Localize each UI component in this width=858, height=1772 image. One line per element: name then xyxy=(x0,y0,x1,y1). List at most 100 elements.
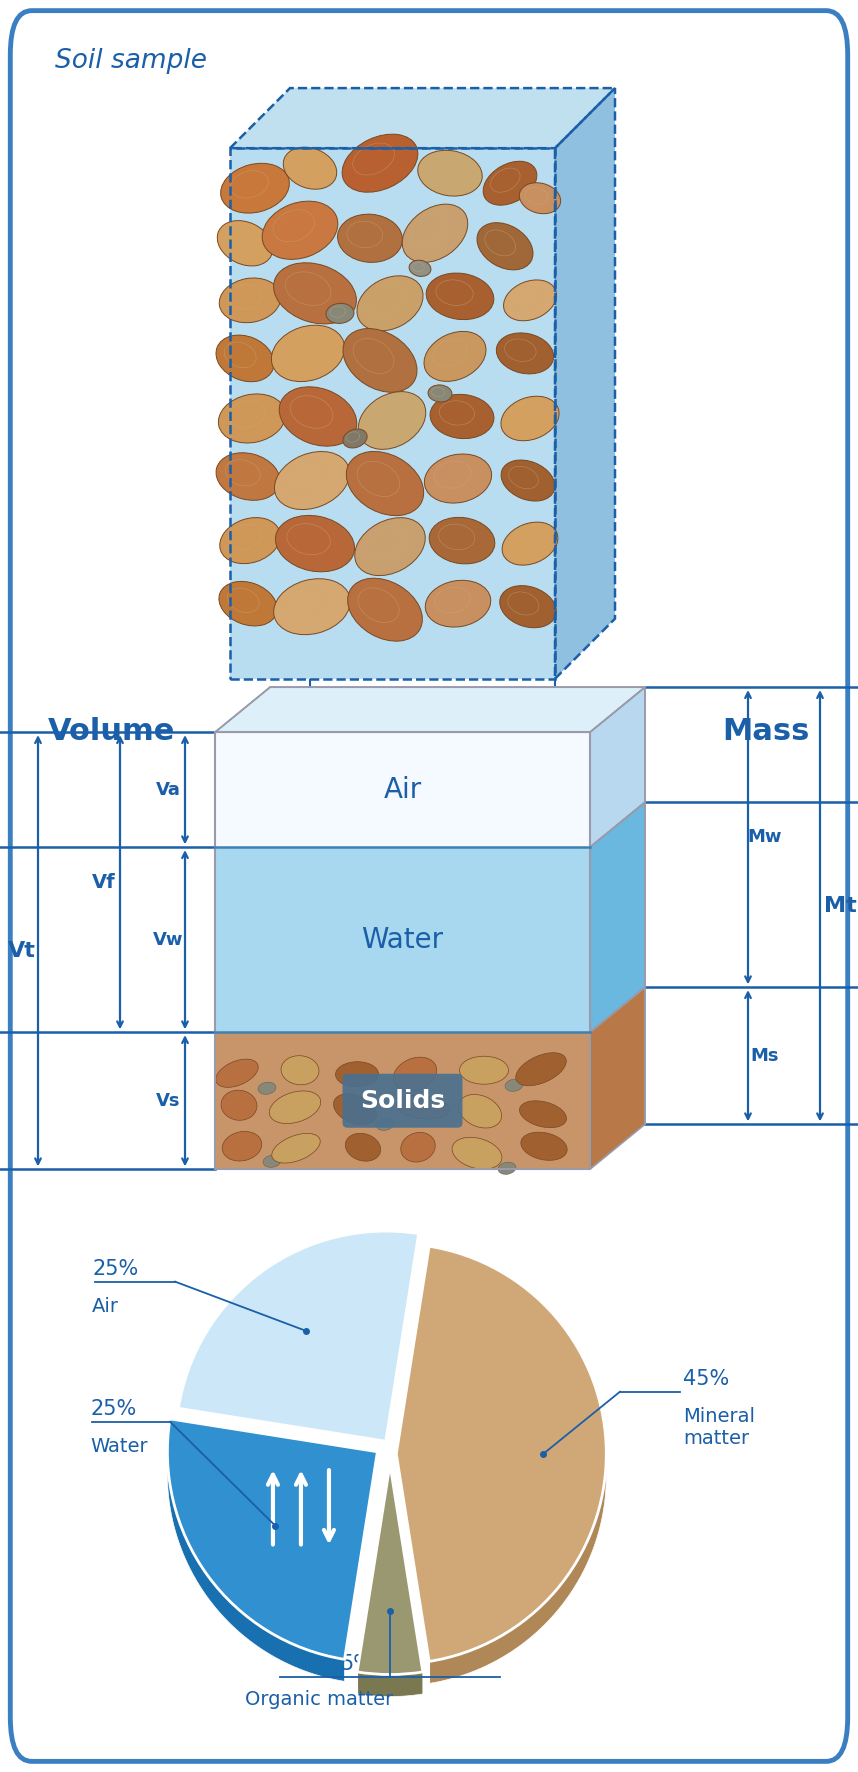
Polygon shape xyxy=(357,1673,423,1696)
Polygon shape xyxy=(429,1457,607,1683)
Ellipse shape xyxy=(274,262,356,324)
Ellipse shape xyxy=(501,397,559,441)
Text: Ms: Ms xyxy=(751,1047,779,1065)
Bar xyxy=(215,732,590,1170)
Ellipse shape xyxy=(347,452,424,516)
Bar xyxy=(215,732,590,847)
Ellipse shape xyxy=(263,202,338,259)
Ellipse shape xyxy=(502,523,558,565)
Text: 5%: 5% xyxy=(340,1653,373,1675)
Ellipse shape xyxy=(460,1056,509,1084)
Ellipse shape xyxy=(424,331,486,381)
Text: Air: Air xyxy=(92,1297,119,1315)
Ellipse shape xyxy=(274,579,350,634)
Ellipse shape xyxy=(216,335,274,381)
Ellipse shape xyxy=(326,303,354,324)
Ellipse shape xyxy=(269,1092,321,1123)
Ellipse shape xyxy=(458,1095,502,1129)
Ellipse shape xyxy=(477,223,533,269)
Ellipse shape xyxy=(359,392,426,450)
Ellipse shape xyxy=(483,161,537,206)
Text: Mt: Mt xyxy=(824,895,856,916)
Text: Air: Air xyxy=(384,776,421,804)
Ellipse shape xyxy=(452,1138,502,1170)
Ellipse shape xyxy=(519,183,560,214)
Text: Mineral
matter: Mineral matter xyxy=(683,1407,755,1448)
Ellipse shape xyxy=(345,1134,381,1161)
Ellipse shape xyxy=(221,1090,257,1120)
Ellipse shape xyxy=(215,1060,258,1088)
Ellipse shape xyxy=(409,260,431,276)
Ellipse shape xyxy=(519,1100,566,1127)
Ellipse shape xyxy=(281,1056,319,1084)
Ellipse shape xyxy=(275,516,354,572)
Ellipse shape xyxy=(376,1118,394,1131)
Text: Vf: Vf xyxy=(92,874,116,891)
Ellipse shape xyxy=(271,326,345,381)
Text: Water: Water xyxy=(361,925,444,953)
Ellipse shape xyxy=(418,151,482,197)
Ellipse shape xyxy=(337,214,402,262)
Wedge shape xyxy=(178,1232,419,1441)
Text: 45%: 45% xyxy=(683,1368,729,1389)
Ellipse shape xyxy=(354,517,426,576)
Ellipse shape xyxy=(272,1134,320,1162)
Ellipse shape xyxy=(347,578,422,641)
Ellipse shape xyxy=(357,276,423,331)
Polygon shape xyxy=(555,89,615,679)
Ellipse shape xyxy=(217,220,273,266)
Text: Mw: Mw xyxy=(748,828,782,847)
Ellipse shape xyxy=(396,1095,450,1118)
Ellipse shape xyxy=(283,147,336,190)
Bar xyxy=(230,149,555,679)
Text: Organic matter: Organic matter xyxy=(245,1690,393,1708)
Ellipse shape xyxy=(393,1058,437,1092)
Ellipse shape xyxy=(401,1132,435,1162)
Wedge shape xyxy=(167,1419,378,1659)
Ellipse shape xyxy=(335,1061,378,1086)
Ellipse shape xyxy=(221,163,289,213)
Text: Solids: Solids xyxy=(360,1088,445,1113)
Ellipse shape xyxy=(222,1132,262,1161)
Ellipse shape xyxy=(258,1083,276,1095)
Ellipse shape xyxy=(275,452,349,510)
Bar xyxy=(215,847,590,1033)
Ellipse shape xyxy=(343,429,367,448)
Ellipse shape xyxy=(428,385,452,402)
Ellipse shape xyxy=(426,579,491,627)
Ellipse shape xyxy=(496,333,553,374)
Ellipse shape xyxy=(402,204,468,262)
Ellipse shape xyxy=(429,517,495,563)
FancyBboxPatch shape xyxy=(342,1074,462,1127)
Ellipse shape xyxy=(343,328,417,392)
Text: Soil sample: Soil sample xyxy=(55,48,207,74)
Polygon shape xyxy=(230,89,615,149)
Text: Vt: Vt xyxy=(8,941,36,960)
Text: 25%: 25% xyxy=(92,1258,138,1279)
Ellipse shape xyxy=(263,1155,281,1168)
Text: 25%: 25% xyxy=(90,1398,136,1419)
Ellipse shape xyxy=(219,581,277,626)
Text: Vs: Vs xyxy=(156,1092,180,1109)
Text: Va: Va xyxy=(155,781,180,799)
Bar xyxy=(230,149,555,679)
Wedge shape xyxy=(357,1464,423,1675)
Ellipse shape xyxy=(505,1079,523,1092)
Bar xyxy=(215,1033,590,1170)
Ellipse shape xyxy=(220,278,281,323)
Ellipse shape xyxy=(216,454,280,500)
Text: Vw: Vw xyxy=(153,930,184,948)
Ellipse shape xyxy=(504,280,557,321)
Polygon shape xyxy=(590,987,645,1170)
Ellipse shape xyxy=(501,461,555,501)
Ellipse shape xyxy=(521,1132,567,1161)
Ellipse shape xyxy=(220,517,281,563)
Text: Mass: Mass xyxy=(722,718,810,746)
Ellipse shape xyxy=(334,1093,377,1125)
Polygon shape xyxy=(167,1451,345,1682)
Ellipse shape xyxy=(219,393,286,443)
Ellipse shape xyxy=(279,386,357,447)
Ellipse shape xyxy=(425,454,492,503)
Polygon shape xyxy=(215,688,645,732)
Text: Water: Water xyxy=(90,1437,148,1457)
